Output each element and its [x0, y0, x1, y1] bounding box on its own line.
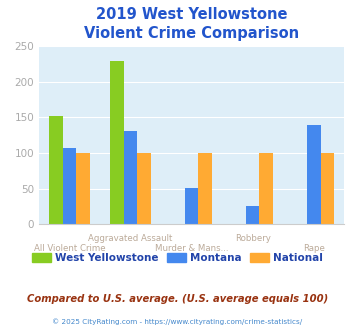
Bar [321, 153, 334, 224]
Text: Compared to U.S. average. (U.S. average equals 100): Compared to U.S. average. (U.S. average … [27, 294, 328, 304]
Text: Robbery: Robbery [235, 234, 271, 244]
Text: Murder & Mans...: Murder & Mans... [155, 244, 229, 253]
Bar [185, 188, 198, 224]
Bar [137, 153, 151, 224]
Legend: West Yellowstone, Montana, National: West Yellowstone, Montana, National [28, 248, 327, 267]
Bar [76, 153, 90, 224]
Bar [124, 131, 137, 224]
Text: Aggravated Assault: Aggravated Assault [88, 234, 173, 244]
Bar [110, 61, 124, 224]
Bar [198, 153, 212, 224]
Text: © 2025 CityRating.com - https://www.cityrating.com/crime-statistics/: © 2025 CityRating.com - https://www.city… [53, 318, 302, 325]
Bar [49, 116, 63, 224]
Bar [260, 153, 273, 224]
Text: All Violent Crime: All Violent Crime [34, 244, 105, 253]
Title: 2019 West Yellowstone
Violent Crime Comparison: 2019 West Yellowstone Violent Crime Comp… [84, 7, 299, 41]
Bar [307, 125, 321, 224]
Text: Rape: Rape [303, 244, 325, 253]
Bar [246, 206, 260, 224]
Bar [63, 148, 76, 224]
